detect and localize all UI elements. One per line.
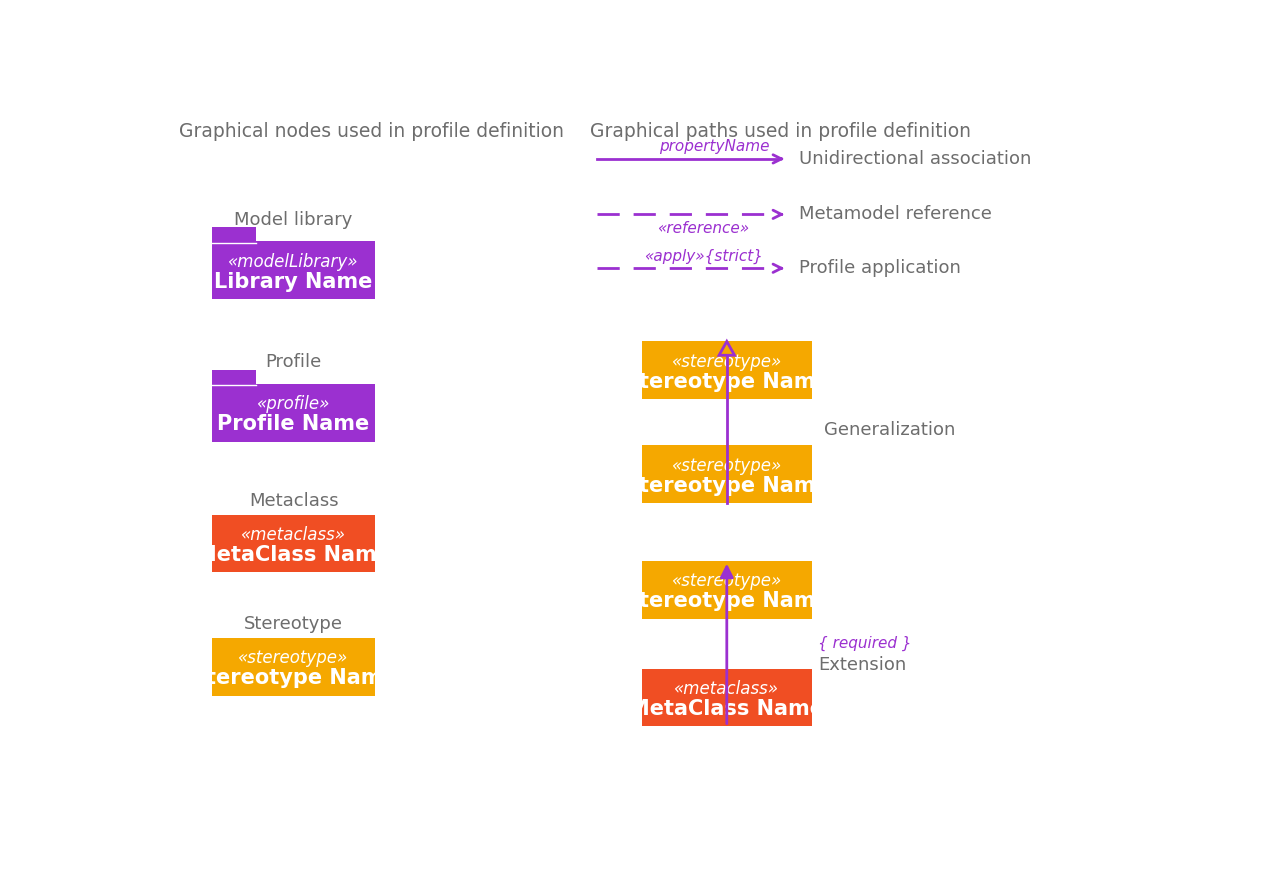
Bar (212, 384, 375, 441)
Text: Stereotype Name: Stereotype Name (190, 669, 397, 688)
Text: Extension: Extension (818, 656, 906, 674)
Text: Metamodel reference: Metamodel reference (799, 205, 991, 224)
Text: Stereotype Name: Stereotype Name (624, 476, 829, 496)
Text: Stereotype: Stereotype (244, 615, 343, 633)
Text: Graphical paths used in profile definition: Graphical paths used in profile definiti… (590, 122, 971, 140)
Bar (642, 669, 812, 726)
Text: Stereotype Name: Stereotype Name (624, 591, 829, 611)
Text: Unidirectional association: Unidirectional association (799, 150, 1031, 168)
Text: «profile»: «profile» (256, 395, 330, 413)
Text: propertyName: propertyName (660, 139, 769, 155)
Text: «reference»: «reference» (657, 221, 749, 235)
Text: { required }: { required } (818, 636, 912, 651)
Text: «metaclass»: «metaclass» (674, 680, 780, 698)
Text: MetaClass Name: MetaClass Name (629, 699, 824, 719)
Text: «stereotype»: «stereotype» (671, 572, 782, 590)
Bar (212, 242, 375, 299)
Text: MetaClass Name: MetaClass Name (197, 545, 390, 565)
Text: Model library: Model library (235, 210, 352, 229)
Text: «stereotype»: «stereotype» (239, 649, 348, 667)
Bar (642, 561, 812, 619)
Bar (212, 515, 375, 573)
Text: «apply»{strict}: «apply»{strict} (643, 249, 763, 264)
Text: Library Name: Library Name (214, 272, 373, 292)
Text: Profile: Profile (265, 353, 322, 371)
Text: Profile application: Profile application (799, 259, 961, 277)
Text: Graphical nodes used in profile definition: Graphical nodes used in profile definiti… (179, 122, 564, 140)
Bar (212, 227, 256, 242)
Bar (642, 341, 812, 400)
Bar (212, 638, 375, 695)
Bar (212, 370, 256, 385)
Text: «modelLibrary»: «modelLibrary» (228, 252, 359, 271)
Text: Generalization: Generalization (824, 421, 954, 439)
Text: «stereotype»: «stereotype» (671, 456, 782, 474)
Text: «stereotype»: «stereotype» (671, 353, 782, 370)
Text: Metaclass: Metaclass (249, 492, 338, 510)
Text: «metaclass»: «metaclass» (241, 526, 346, 543)
Text: Stereotype Name: Stereotype Name (624, 372, 829, 392)
Bar (642, 446, 812, 503)
Text: Profile Name: Profile Name (217, 414, 370, 434)
